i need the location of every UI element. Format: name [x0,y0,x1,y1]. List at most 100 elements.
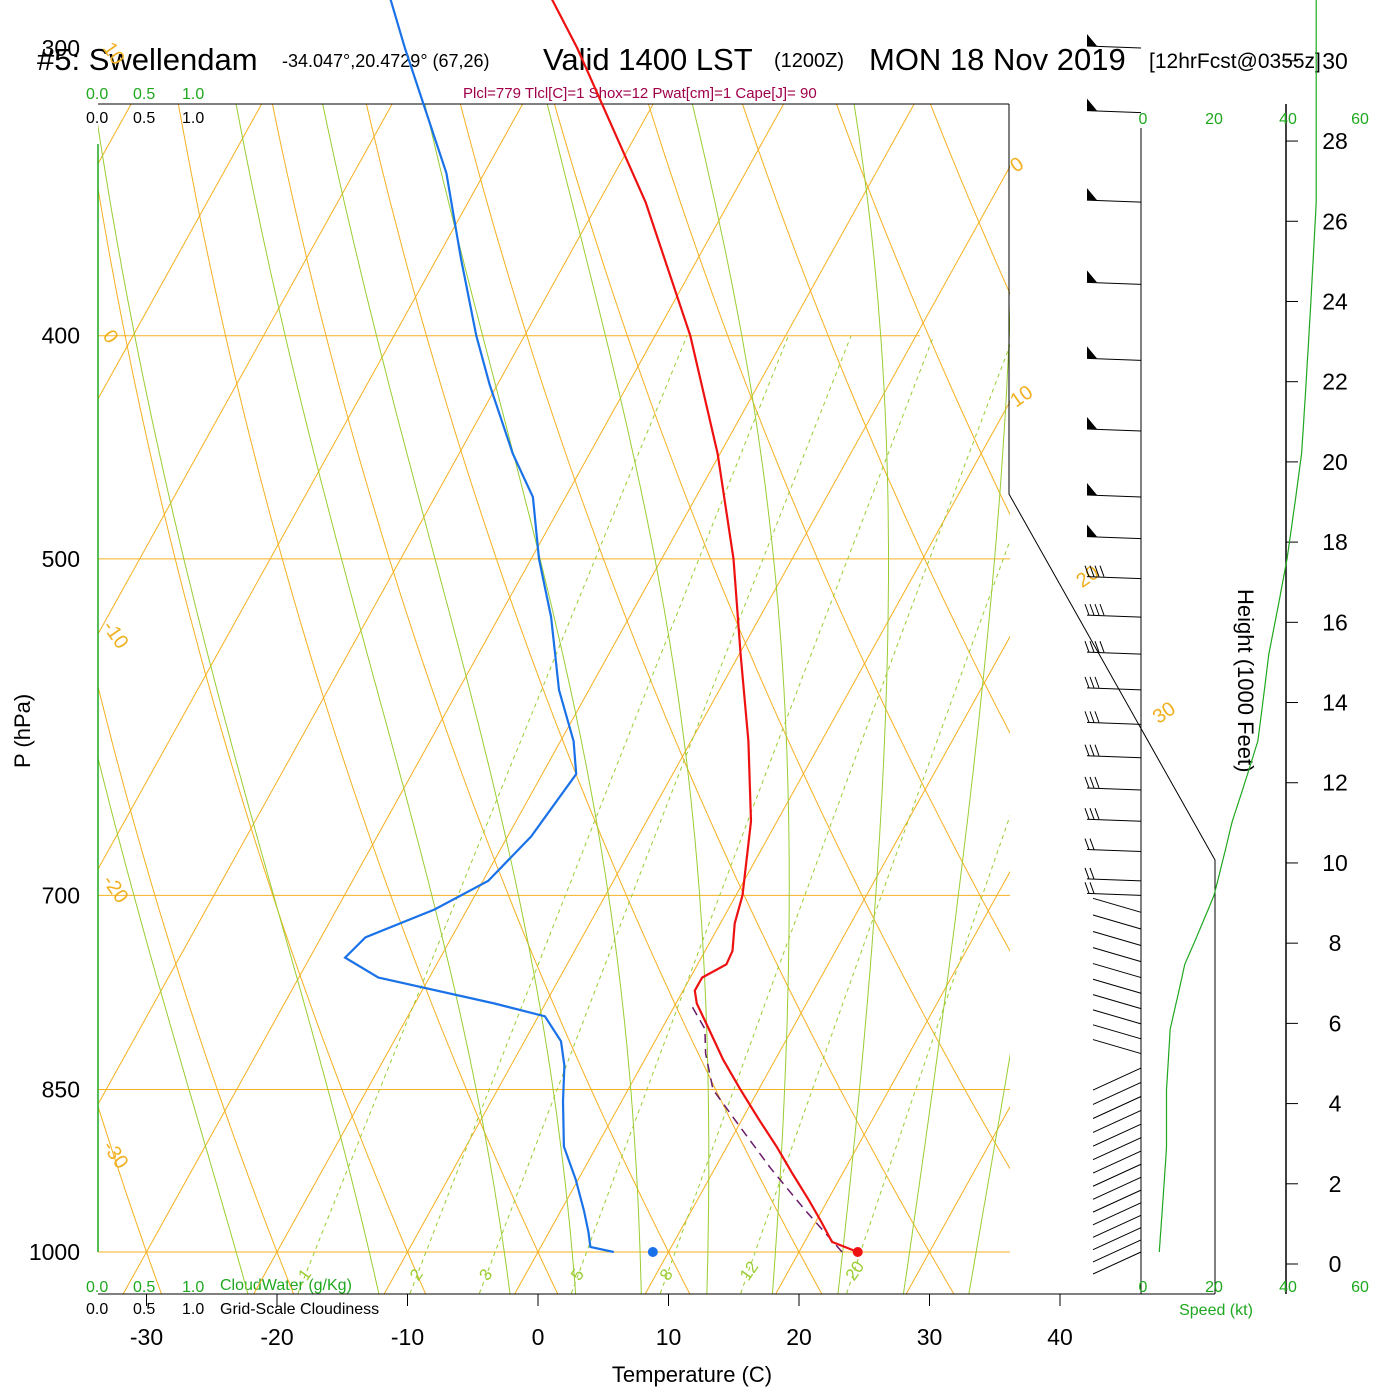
wind-barb [1092,994,1142,1010]
dry-adiabat-label--10: -10 [98,617,133,653]
cloud-scale-bottom-green-2: 1.0 [182,1279,204,1296]
temperature-tick--10: -10 [391,1324,424,1350]
mixing-ratio-label-3: 3 [475,1265,496,1284]
temperature-tick--20: -20 [260,1324,293,1350]
wind-barb-staff [1086,614,1142,618]
wind-barb-feather [1089,603,1095,616]
wind-barb [1092,1137,1142,1161]
wind-barb-feather [1094,776,1100,789]
cloud-scale-bottom-black-0: 0.0 [86,1301,108,1318]
wind-barb [1086,482,1142,498]
wind-barb [1092,1214,1142,1238]
dry-adiabat-label-0: 0 [98,326,122,348]
cloud-scale-top-black-2: 1.0 [182,110,204,127]
wind-barb [1084,676,1142,691]
wind-barb [1092,930,1142,946]
wind-barb-staff [1092,1227,1142,1251]
pressure-axis: 2503004005007008501000 [29,35,80,1265]
wind-barb [1086,270,1142,285]
wind-barb-pennant [1087,524,1097,537]
wind-barb [1086,524,1142,540]
wind-barb [1092,914,1142,930]
isotherm-label-30: 30 [1149,698,1180,729]
wind-barb-staff [1086,110,1142,114]
wind-barb-staff [1092,1251,1142,1275]
wind-barb-staff [1092,1024,1142,1040]
pressure-tick-1000: 1000 [29,1239,80,1265]
cloud-scale-bottom-black-2: 1.0 [182,1301,204,1318]
pressure-axis-label: P (hPa) [10,694,35,768]
speed-axis-label: Speed (kt) [1179,1302,1253,1319]
wind-barb [1092,1009,1142,1025]
speed-axis: 0 20 40 60 0 20 40 60 Speed (kt) [1139,111,1369,1319]
height-tick-20: 20 [1322,449,1348,475]
wind-barb [1084,867,1142,882]
wind-barb [1084,776,1142,791]
cloud-scale-top-black-1: 0.5 [133,110,155,127]
wind-barb-staff [1086,721,1142,725]
isotherm-10 [644,635,1010,1294]
mixing-ratio-label-5: 5 [567,1265,588,1284]
dry-adiabat-label--20: -20 [98,871,133,907]
wind-barb [1092,1227,1142,1251]
wind-barb-feather [1099,603,1105,616]
wind-barb-feather [1084,711,1090,723]
wind-barb-feather [1094,808,1100,820]
isotherm-30 [905,1105,1010,1294]
height-tick-6: 6 [1329,1010,1342,1036]
moist-adiabat-25 [837,104,889,1294]
wind-barb-staff [1086,651,1142,655]
wind-barb-staff [1092,1096,1142,1119]
moist-adiabat-30 [902,303,1010,1294]
height-tick-14: 14 [1322,690,1348,716]
isotherm--70 [98,104,263,400]
wind-barb-staff [1092,963,1142,979]
wind-barb-staff [1092,930,1142,946]
wind-barb [1092,1123,1142,1147]
mixing-ratio-label-8: 8 [656,1265,677,1284]
moist-adiabat-15 [546,104,710,1294]
plot-frame [98,103,1216,1295]
moist-adiabat-20 [691,104,790,1294]
wind-barb-staff [1086,494,1142,498]
parcel-trace [689,1001,843,1253]
cloud-scale-bottom-green-1: 0.5 [133,1279,155,1296]
isotherm-20 [775,870,1010,1294]
wind-barb [1092,1067,1142,1091]
height-tick-2: 2 [1329,1171,1342,1197]
wind-barb-staff [1086,45,1142,49]
wind-barb-staff [1092,1081,1142,1105]
mixing-ratio-line-3 [478,335,852,1294]
wind-barb-staff [1086,199,1142,203]
isotherm--40 [98,104,654,1106]
wind-barb-feather [1084,676,1090,689]
wind-barb [1084,603,1142,618]
temperature-axis-label: Temperature (C) [612,1362,772,1387]
wind-barb-staff [1092,994,1142,1010]
height-tick-22: 22 [1322,369,1348,395]
wind-barb-feather [1094,744,1100,756]
speed-tick-bottom-20: 20 [1205,1279,1223,1296]
cloud-scale-top-green-1: 0.5 [133,86,155,103]
wind-barb-feather [1084,744,1090,756]
dry-adiabat-60 [741,104,1010,735]
wind-barb-feather [1089,867,1095,880]
wind-barb [1084,882,1142,896]
temperature-tick-30: 30 [917,1324,943,1350]
wind-barb-staff [1092,1214,1142,1238]
wind-barb-staff [1086,892,1142,896]
wind-barb-feather [1084,838,1090,850]
cloudwater-label: CloudWater (g/Kg) [220,1277,352,1294]
isotherm--60 [98,104,393,635]
wind-barb-feather [1084,640,1090,653]
isotherm--30 [122,104,785,1294]
wind-barb-feather [1089,776,1095,789]
wind-barb-staff [1086,755,1142,759]
stability-indices: Plcl=779 Tlcl[C]=1 Shox=12 Pwat[cm]=1 Ca… [463,85,817,102]
wind-barb [1086,34,1142,49]
thermo-background [98,104,1010,1294]
temperature-tick-20: 20 [786,1324,812,1350]
wind-barb-staff [1086,357,1142,361]
wind-barb [1092,1202,1142,1226]
